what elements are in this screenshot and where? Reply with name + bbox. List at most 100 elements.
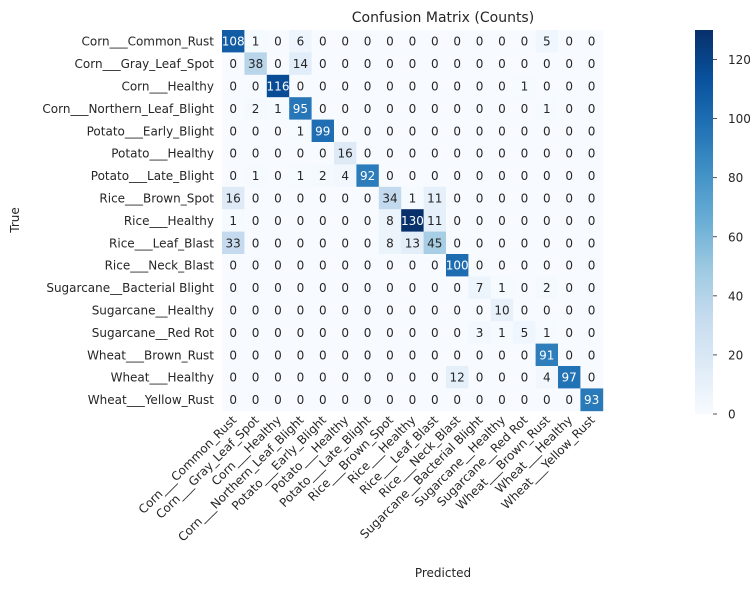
heatmap-cell: [222, 298, 245, 322]
cell-value-label: 0: [476, 236, 484, 250]
heatmap-cell: [423, 231, 447, 255]
cell-value-label: 0: [386, 124, 394, 138]
cell-value-label: 0: [297, 214, 305, 228]
heatmap-cell: [446, 30, 469, 53]
cell-value-label: 116: [267, 80, 290, 94]
cell-value-label: 0: [386, 326, 394, 340]
y-axis-label: True: [8, 207, 22, 234]
y-tick-label: Wheat___Healthy: [111, 371, 214, 385]
cell-value-label: 1: [498, 326, 506, 340]
heatmap-cell: [513, 254, 536, 277]
heatmap-cell: [446, 343, 469, 367]
cell-value-label: 93: [584, 393, 599, 407]
heatmap-cell: [535, 298, 559, 322]
cell-value-label: 0: [319, 192, 327, 206]
cell-value-label: 0: [476, 169, 484, 183]
cell-value-label: 0: [364, 348, 372, 362]
cell-value-label: 0: [453, 281, 461, 295]
heatmap-cell: [356, 231, 380, 255]
heatmap-cell: [266, 388, 290, 412]
heatmap-cell: [535, 343, 559, 367]
heatmap-cell: [289, 119, 312, 143]
cell-value-label: 2: [319, 169, 327, 183]
cell-value-label: 0: [341, 281, 349, 295]
cell-value-label: 0: [297, 80, 305, 94]
heatmap-cell: [222, 209, 245, 232]
cell-value-label: 1: [297, 124, 305, 138]
cell-value-label: 0: [229, 80, 237, 94]
cell-value-label: 0: [565, 259, 573, 273]
cell-value-label: 0: [229, 57, 237, 71]
cell-value-label: 0: [386, 57, 394, 71]
heatmap-cell: [266, 254, 290, 277]
cell-value-label: 0: [476, 214, 484, 228]
cell-value-label: 0: [431, 371, 439, 385]
heatmap-cell: [558, 74, 581, 98]
cell-value-label: 0: [364, 259, 372, 273]
cell-value-label: 0: [319, 304, 327, 318]
cell-value-label: 0: [409, 259, 417, 273]
heatmap-cell: [446, 74, 469, 98]
cell-value-label: 0: [386, 259, 394, 273]
cell-value-label: 0: [341, 236, 349, 250]
heatmap-cell: [266, 321, 290, 344]
cell-value-label: 0: [364, 371, 372, 385]
y-tick-label: Corn___Gray_Leaf_Spot: [75, 57, 215, 71]
heatmap-cell: [289, 142, 312, 165]
heatmap-cell: [222, 388, 245, 412]
colorbar-tick-label: 40: [728, 289, 743, 303]
heatmap-cell: [401, 276, 424, 300]
heatmap-cell: [222, 276, 245, 300]
cell-value-label: 0: [341, 393, 349, 407]
cell-value-label: 0: [565, 326, 573, 340]
heatmap-cell: [334, 388, 357, 412]
heatmap-cell: [468, 30, 492, 53]
cell-value-label: 0: [386, 80, 394, 94]
heatmap-cell: [289, 231, 312, 255]
cell-value-label: 0: [297, 259, 305, 273]
heatmap-cell: [266, 52, 290, 76]
cell-value-label: 0: [364, 102, 372, 116]
cell-value-label: 0: [565, 393, 573, 407]
cell-value-label: 0: [274, 348, 282, 362]
heatmap-cell: [311, 254, 335, 277]
heatmap-cell: [558, 254, 581, 277]
cell-value-label: 0: [521, 236, 529, 250]
cell-value-label: 0: [229, 124, 237, 138]
heatmap-cell: [401, 254, 424, 277]
heatmap-cell: [580, 209, 604, 232]
cell-value-label: 0: [453, 304, 461, 318]
cell-value-label: 5: [543, 35, 551, 49]
cell-value-label: 0: [274, 304, 282, 318]
heatmap-cell: [580, 254, 604, 277]
heatmap-cell: [468, 254, 492, 277]
cell-value-label: 0: [431, 147, 439, 161]
heatmap-cell: [266, 30, 290, 53]
cell-value-label: 0: [274, 124, 282, 138]
heatmap-cell: [401, 186, 424, 210]
heatmap-cell: [535, 142, 559, 165]
cell-value-label: 0: [588, 214, 596, 228]
cell-value-label: 0: [341, 102, 349, 116]
heatmap-cell: [423, 298, 447, 322]
heatmap-cell: [513, 276, 536, 300]
heatmap-cell: [446, 119, 469, 143]
heatmap-cell: [289, 254, 312, 277]
cell-value-label: 1: [409, 192, 417, 206]
colorbar-tick-label: 100: [728, 112, 751, 126]
heatmap-cell: [423, 276, 447, 300]
heatmap-cell: [401, 30, 424, 53]
cell-value-label: 0: [252, 192, 260, 206]
y-tick-label: Rice___Leaf_Blast: [109, 236, 214, 250]
heatmap-cell: [558, 231, 581, 255]
heatmap-cell: [423, 52, 447, 76]
cell-value-label: 0: [252, 371, 260, 385]
cell-value-label: 0: [453, 192, 461, 206]
cell-value-label: 0: [364, 57, 372, 71]
cell-value-label: 0: [453, 236, 461, 250]
cell-value-label: 0: [498, 214, 506, 228]
y-tick-label: Rice___Healthy: [124, 214, 214, 228]
y-tick-label: Wheat___Brown_Rust: [87, 348, 214, 362]
heatmap-cell: [311, 142, 335, 165]
cell-value-label: 0: [565, 169, 573, 183]
